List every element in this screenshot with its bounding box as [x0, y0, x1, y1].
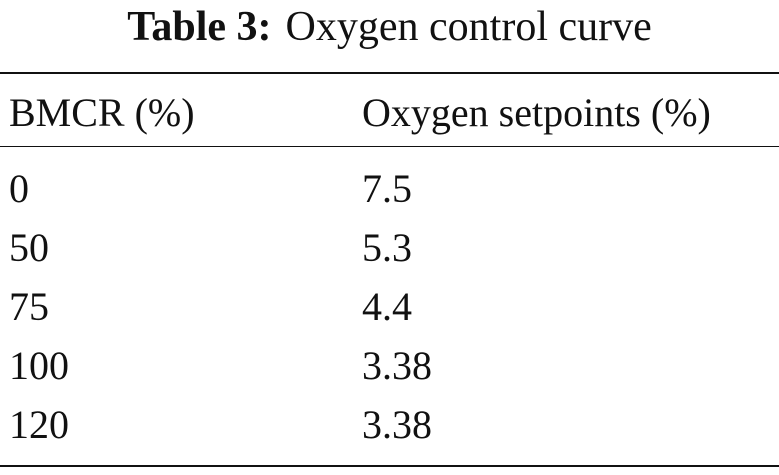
cell-oxygen-setpoint: 3.38 — [362, 402, 432, 447]
cell-oxygen-setpoint: 3.38 — [362, 343, 432, 388]
cell-bmcr: 120 — [9, 402, 69, 447]
cell-oxygen-setpoint: 4.4 — [362, 284, 412, 329]
cell-bmcr: 50 — [9, 225, 49, 270]
cell-bmcr: 75 — [9, 284, 49, 329]
table-caption: Table 3: Oxygen control curve — [0, 2, 779, 52]
table-row: 120 3.38 — [0, 401, 779, 453]
cell-oxygen-setpoint: 7.5 — [362, 166, 412, 211]
bottom-rule — [0, 465, 779, 467]
cell-oxygen-setpoint: 5.3 — [362, 225, 412, 270]
table-caption-text: Oxygen control curve — [285, 4, 652, 50]
table-row: 0 7.5 — [0, 165, 779, 217]
header-oxygen-setpoints: Oxygen setpoints (%) — [362, 90, 711, 135]
table-row: 100 3.38 — [0, 342, 779, 394]
header-bmcr: BMCR (%) — [9, 90, 195, 135]
cell-bmcr: 100 — [9, 343, 69, 388]
table-row: 75 4.4 — [0, 283, 779, 335]
header-rule — [0, 146, 779, 147]
table-caption-label: Table 3: — [127, 4, 272, 50]
top-rule — [0, 72, 779, 74]
cell-bmcr: 0 — [9, 166, 29, 211]
table-row: 50 5.3 — [0, 224, 779, 276]
